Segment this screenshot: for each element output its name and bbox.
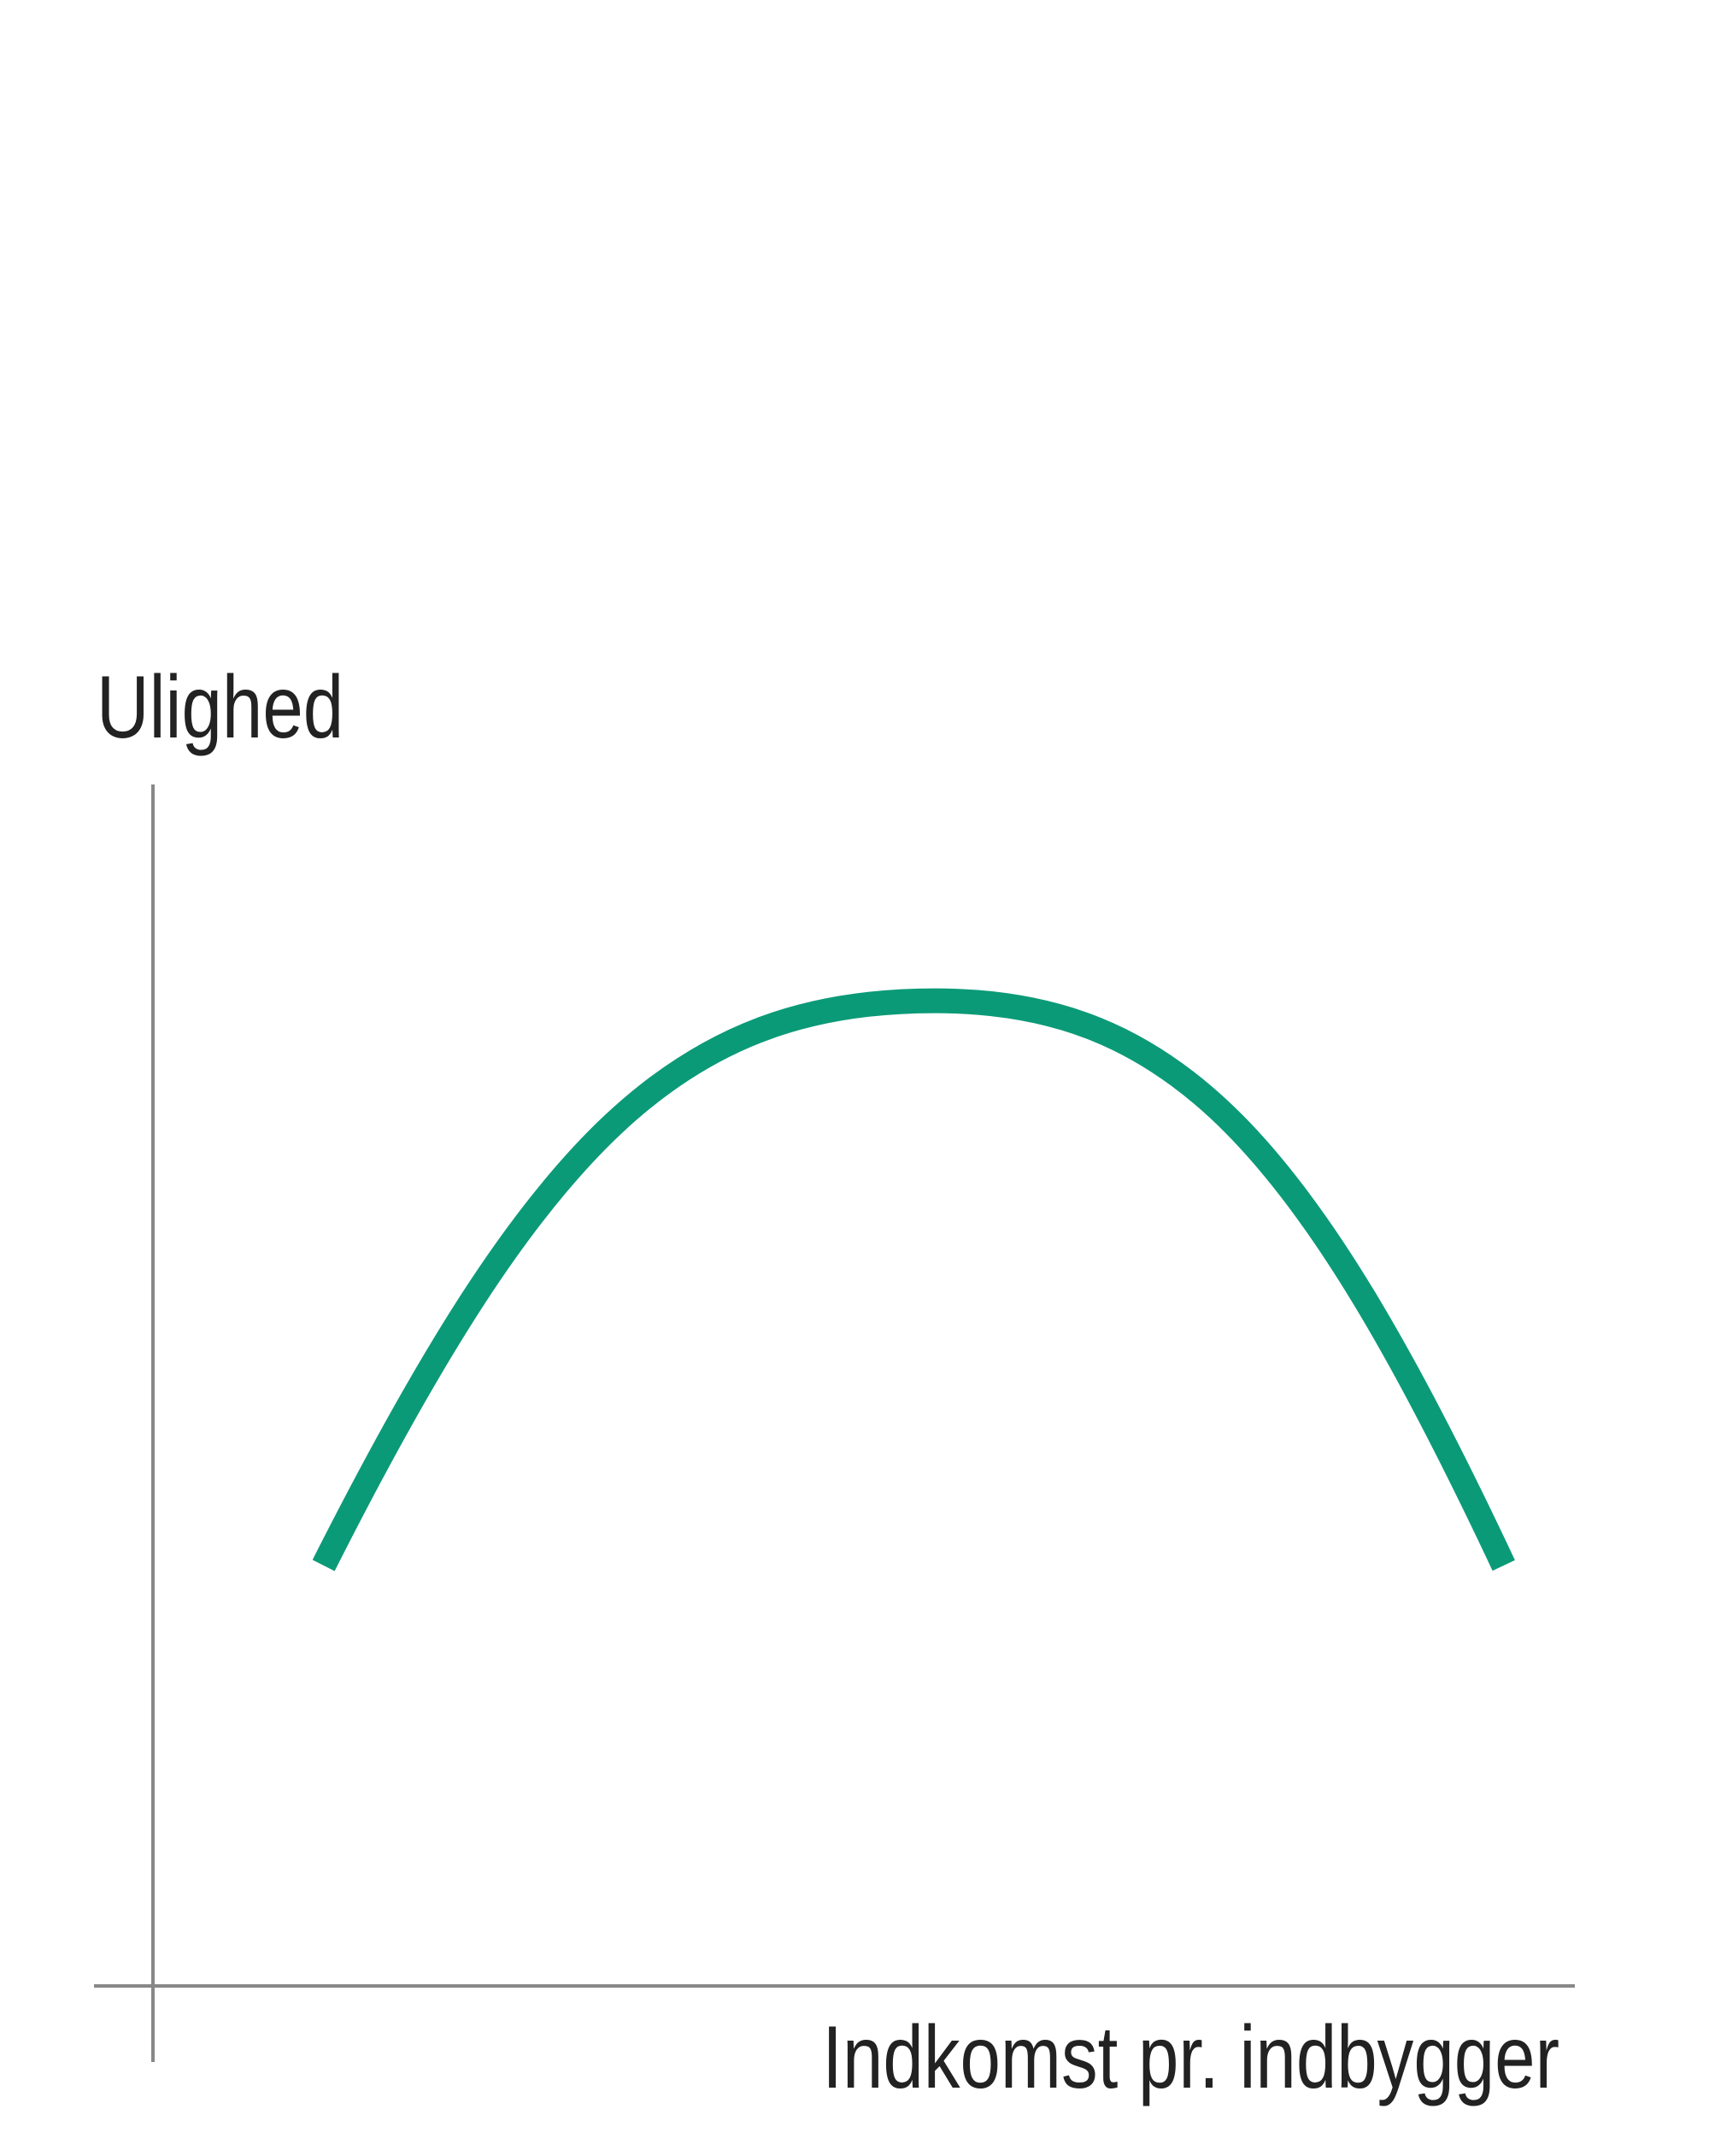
- y-axis-label: Ulighed: [97, 658, 344, 757]
- x-axis-label: Indkomst pr. indbygger: [822, 2008, 1559, 2107]
- inequality-curve: [312, 988, 1515, 1571]
